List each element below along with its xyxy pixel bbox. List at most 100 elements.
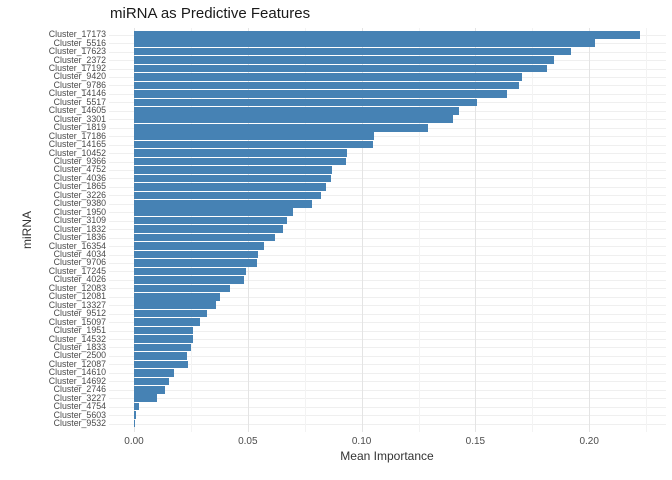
y-tick-label: Cluster_3109: [53, 215, 106, 226]
bar: [134, 183, 327, 191]
gridline-vertical-minor: [304, 28, 306, 432]
gridline-horizontal: [109, 246, 666, 248]
gridline-horizontal: [109, 381, 666, 383]
gridline-vertical-minor: [418, 28, 420, 432]
y-tick-label: Cluster_15097: [48, 316, 106, 327]
y-tick-label: Cluster_1950: [53, 206, 106, 217]
gridline-horizontal: [109, 254, 666, 256]
gridline-horizontal: [109, 161, 666, 163]
bar: [134, 30, 640, 39]
gridline-horizontal: [109, 229, 666, 231]
gridline-vertical-major: [475, 28, 477, 432]
bar: [134, 47, 571, 56]
gridline-horizontal: [109, 398, 666, 400]
bar: [134, 259, 257, 267]
y-tick-label: Cluster_12087: [48, 358, 106, 369]
bar: [134, 309, 207, 318]
gridline-horizontal: [109, 136, 666, 138]
y-tick-label: Cluster_17173: [48, 29, 106, 40]
gridline-horizontal: [109, 195, 666, 197]
gridline-horizontal: [109, 364, 666, 366]
y-tick-label: Cluster_4026: [53, 274, 106, 285]
x-tick-label: 0.00: [124, 436, 144, 447]
bar: [134, 369, 175, 377]
bar: [134, 64, 548, 73]
y-tick-label: Cluster_4752: [53, 164, 106, 175]
bar: [134, 385, 165, 394]
gridline-vertical-major: [589, 28, 591, 432]
y-tick-label: Cluster_9366: [53, 156, 106, 167]
y-tick-label: Cluster_9380: [53, 198, 106, 209]
bar: [134, 174, 331, 183]
bar: [134, 107, 459, 115]
gridline-horizontal: [109, 372, 666, 374]
y-tick-label: Cluster_2500: [53, 350, 106, 361]
y-tick-label: Cluster_1836: [53, 232, 106, 243]
bar: [134, 402, 139, 411]
y-tick-label: Cluster_3226: [53, 189, 106, 200]
bar: [134, 360, 188, 369]
y-tick-label: Cluster_17623: [48, 46, 106, 57]
y-tick-label: Cluster_9512: [53, 308, 106, 319]
bar: [134, 335, 194, 343]
y-tick-label: Cluster_3301: [53, 113, 106, 124]
y-tick-label: Cluster_17192: [48, 63, 106, 74]
gridline-horizontal: [109, 322, 666, 324]
y-tick-label: Cluster_5516: [53, 37, 106, 48]
gridline-horizontal: [109, 212, 666, 214]
gridline-horizontal: [109, 415, 666, 417]
bar: [134, 166, 332, 174]
bar: [134, 123, 429, 132]
chart-title: miRNA as Predictive Features: [110, 5, 311, 22]
y-tick-label: Cluster_9706: [53, 257, 106, 268]
y-tick-label: Cluster_14605: [48, 105, 106, 116]
bar: [134, 140, 373, 149]
bar: [134, 284, 231, 293]
bar: [134, 250, 259, 259]
y-tick-label: Cluster_10452: [48, 147, 106, 158]
bar: [134, 292, 221, 301]
bar: [134, 318, 200, 326]
y-tick-label: Cluster_14610: [48, 367, 106, 378]
gridline-horizontal: [109, 423, 666, 425]
bar: [134, 115, 454, 124]
gridline-vertical-minor: [646, 28, 648, 432]
gridline-horizontal: [109, 296, 666, 298]
bar: [134, 225, 284, 233]
y-tick-label: Cluster_17186: [48, 130, 106, 141]
bar: [134, 73, 523, 81]
bar: [134, 157, 347, 166]
bar: [134, 352, 188, 360]
plot-panel: [109, 28, 666, 432]
gridline-horizontal: [109, 203, 666, 205]
bar: [134, 419, 135, 428]
bar: [134, 343, 191, 352]
y-tick-label: Cluster_13327: [48, 299, 106, 310]
gridline-horizontal: [109, 153, 666, 155]
bar: [134, 242, 265, 250]
gridline-horizontal: [109, 389, 666, 391]
y-tick-label: Cluster_12081: [48, 291, 106, 302]
gridline-horizontal: [109, 271, 666, 273]
x-tick-label: 0.15: [465, 436, 486, 447]
gridline-horizontal: [109, 355, 666, 357]
x-axis-title: Mean Importance: [340, 449, 434, 463]
gridline-horizontal: [109, 339, 666, 341]
bar: [134, 377, 170, 386]
y-tick-label: Cluster_14165: [48, 139, 106, 150]
bar: [134, 216, 288, 225]
y-tick-label: Cluster_2746: [53, 384, 106, 395]
y-tick-label: Cluster_14532: [48, 333, 106, 344]
x-tick-label: 0.10: [351, 436, 372, 447]
gridline-horizontal: [109, 406, 666, 408]
y-tick-label: Cluster_1832: [53, 223, 106, 234]
bar: [134, 39, 596, 47]
y-tick-label: Cluster_14146: [48, 88, 106, 99]
y-tick-label: Cluster_1833: [53, 341, 106, 352]
y-tick-label: Cluster_16354: [48, 240, 106, 251]
y-tick-label: Cluster_1865: [53, 181, 106, 192]
bar: [134, 199, 312, 208]
bar: [134, 233, 276, 242]
gridline-horizontal: [109, 262, 666, 264]
